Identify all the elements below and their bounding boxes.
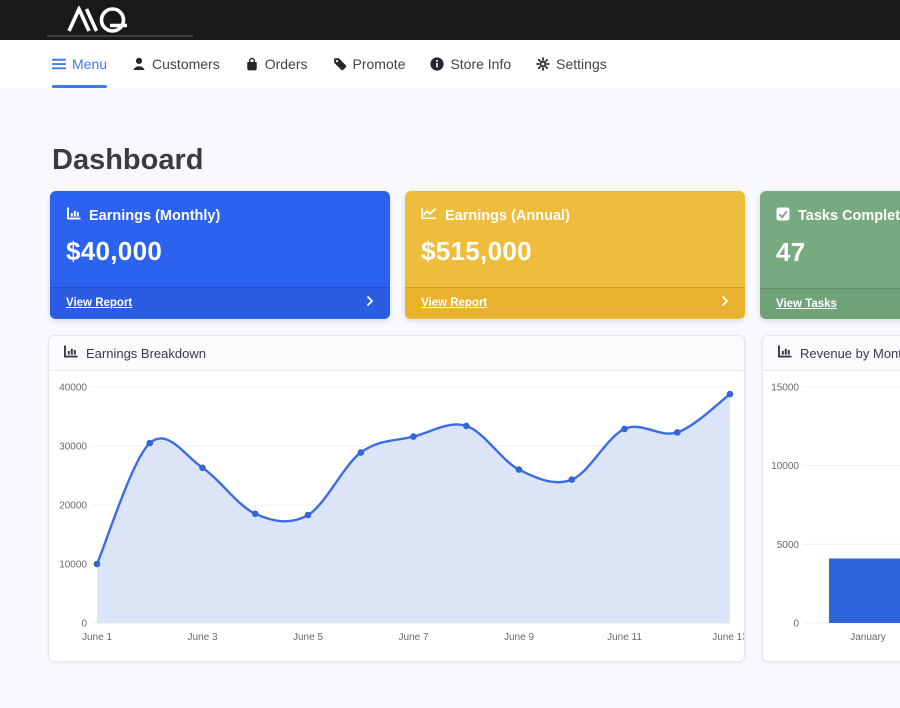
nav-label: Promote: [352, 56, 406, 72]
svg-text:June 7: June 7: [398, 632, 428, 643]
brand-underline: [47, 35, 193, 37]
svg-text:20000: 20000: [59, 501, 87, 512]
nav-item-customers[interactable]: Customers: [132, 40, 220, 88]
svg-text:June 1: June 1: [82, 632, 112, 643]
stat-card-earnings-annual: Earnings (Annual) $515,000 View Report: [405, 191, 745, 319]
svg-text:0: 0: [793, 619, 799, 630]
svg-text:30000: 30000: [59, 442, 87, 453]
earnings-breakdown-chart: 0 10000 20000 30000 40000 June 1 June 3 June 5 J…: [59, 383, 744, 644]
tag-icon: [333, 57, 347, 71]
stat-card-tasks-completed: Tasks Completed 47 View Tasks: [760, 191, 900, 319]
stat-card-label: Earnings (Monthly): [89, 207, 221, 224]
svg-text:40000: 40000: [59, 383, 87, 394]
svg-text:10000: 10000: [59, 560, 87, 571]
svg-text:June 3: June 3: [187, 632, 217, 643]
revenue-by-month-chart: 0 5000 10000 15000 January: [771, 383, 900, 643]
revenue-by-month-card: Revenue by Month 0 5000 10000 15000 January: [762, 335, 900, 662]
stat-card-label: Earnings (Annual): [445, 207, 570, 224]
svg-text:June 13: June 13: [712, 632, 744, 643]
view-tasks-link[interactable]: View Tasks: [776, 297, 837, 310]
main-navbar: Menu Customers Orders Promote Store Info…: [0, 40, 900, 88]
svg-text:June 9: June 9: [504, 632, 534, 643]
nav-item-menu[interactable]: Menu: [52, 40, 108, 88]
stat-card-footer: View Tasks: [760, 288, 900, 319]
nav-item-orders[interactable]: Orders: [245, 40, 308, 88]
info-circle-icon: [430, 57, 445, 71]
shopping-bag-icon: [245, 57, 259, 71]
nav-item-promote[interactable]: Promote: [333, 40, 406, 88]
line-chart-icon: [421, 207, 437, 224]
nav-label: Settings: [556, 56, 607, 72]
nav-label: Orders: [264, 56, 308, 72]
gear-icon: [536, 57, 550, 71]
stat-card-footer: View Report: [405, 287, 745, 318]
svg-text:January: January: [850, 632, 886, 643]
stat-card-label: Tasks Completed: [798, 208, 900, 224]
chevron-right-icon: [366, 295, 374, 310]
nav-label: Store Info: [450, 56, 512, 72]
svg-text:June 11: June 11: [607, 632, 642, 643]
user-icon: [132, 57, 146, 71]
charts-row: Earnings Breakdown 0 10000 20000 30000 40000…: [48, 335, 900, 662]
stat-card-footer: View Report: [50, 287, 390, 318]
main-content: Dashboard Earnings (Monthly) $40,000 Vie…: [0, 144, 900, 662]
page-title: Dashboard: [52, 144, 204, 176]
bar-chart-icon: [63, 345, 78, 361]
stat-card-value: $40,000: [66, 236, 163, 266]
check-square-icon: [776, 207, 790, 225]
nav-item-store-info[interactable]: Store Info: [430, 40, 511, 88]
hamburger-icon: [52, 58, 66, 70]
svg-text:June 5: June 5: [293, 632, 323, 643]
view-report-link[interactable]: View Report: [66, 296, 133, 309]
top-app-bar: [0, 0, 900, 40]
nav-label: Menu: [72, 56, 108, 72]
chart-title: Earnings Breakdown: [86, 345, 206, 361]
nav-item-settings[interactable]: Settings: [536, 40, 607, 88]
chevron-right-icon: [721, 295, 729, 310]
bar-chart-icon: [66, 207, 81, 224]
stat-card-value: 47: [776, 237, 806, 267]
nav-label: Customers: [152, 56, 220, 72]
bar-chart-icon: [777, 345, 792, 361]
svg-text:15000: 15000: [771, 383, 799, 394]
stat-card-earnings-monthly: Earnings (Monthly) $40,000 View Report: [50, 191, 390, 319]
chart-title: Revenue by Month: [800, 345, 900, 361]
stat-cards-row: Earnings (Monthly) $40,000 View Report E…: [50, 191, 900, 319]
view-report-link[interactable]: View Report: [421, 296, 488, 309]
svg-text:10000: 10000: [771, 461, 799, 472]
svg-text:5000: 5000: [777, 540, 800, 551]
brand-logo[interactable]: [66, 6, 130, 34]
earnings-breakdown-card: Earnings Breakdown 0 10000 20000 30000 40000…: [48, 335, 745, 662]
svg-text:0: 0: [81, 619, 87, 630]
stat-card-value: $515,000: [421, 236, 532, 266]
